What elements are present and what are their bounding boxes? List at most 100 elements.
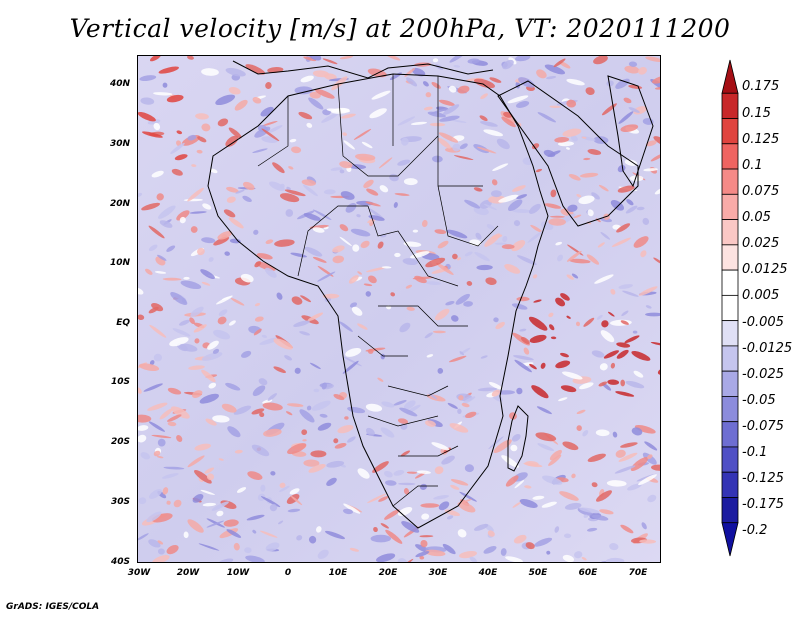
- velocity-cell: [566, 315, 571, 319]
- velocity-cell: [555, 360, 571, 369]
- velocity-cell: [148, 539, 161, 548]
- velocity-cell: [378, 496, 389, 502]
- colorbar-cell: [721, 522, 739, 557]
- velocity-cell: [645, 305, 652, 309]
- velocity-cell: [516, 387, 523, 395]
- velocity-cell: [339, 169, 345, 174]
- velocity-cell: [138, 497, 147, 505]
- velocity-cell: [611, 237, 631, 247]
- velocity-cell: [615, 391, 635, 397]
- velocity-cell: [187, 134, 197, 141]
- velocity-cell: [596, 314, 603, 320]
- velocity-cell: [464, 464, 474, 473]
- lon-tick-label: 40E: [478, 568, 498, 578]
- velocity-cell: [254, 261, 262, 268]
- velocity-cell: [469, 556, 477, 562]
- velocity-cell: [308, 535, 317, 544]
- lon-tick-label: 10E: [328, 568, 348, 578]
- velocity-cell: [620, 442, 638, 448]
- velocity-cell: [252, 148, 268, 154]
- velocity-cell: [145, 268, 153, 275]
- velocity-cell: [260, 496, 281, 508]
- velocity-cell: [641, 522, 647, 530]
- velocity-cell: [549, 324, 555, 331]
- colorbar-cell: [721, 320, 739, 347]
- velocity-cell: [558, 397, 568, 402]
- colorbar-cell: [721, 244, 739, 271]
- velocity-cell: [638, 67, 647, 75]
- velocity-cell: [349, 302, 358, 308]
- velocity-cell: [467, 58, 480, 64]
- velocity-cell: [152, 555, 170, 562]
- velocity-cell: [251, 408, 265, 415]
- velocity-cell: [217, 230, 233, 240]
- velocity-cell: [371, 90, 391, 100]
- velocity-cell: [377, 377, 384, 382]
- velocity-cell: [574, 551, 583, 559]
- lon-tick-label: 30E: [428, 568, 448, 578]
- velocity-cell: [194, 338, 200, 344]
- velocity-cell: [194, 469, 212, 484]
- velocity-cell: [285, 411, 293, 416]
- colorbar-cell: [721, 497, 739, 524]
- colorbar-cell: [721, 471, 739, 498]
- velocity-cell: [486, 224, 495, 230]
- velocity-cell: [633, 370, 644, 378]
- velocity-cell: [189, 211, 207, 214]
- colorbar-label: 0.175: [742, 79, 780, 94]
- velocity-cell: [437, 368, 444, 374]
- velocity-cell: [487, 530, 495, 537]
- lat-tick-label: 40N: [109, 79, 130, 89]
- colorbar-cell: [721, 59, 739, 94]
- velocity-cell: [441, 455, 455, 465]
- velocity-cell: [601, 320, 609, 328]
- velocity-cell: [458, 501, 476, 513]
- velocity-cell: [259, 530, 278, 538]
- velocity-cell: [200, 489, 215, 495]
- velocity-cell: [138, 314, 145, 321]
- velocity-cell: [610, 288, 616, 295]
- velocity-cell: [474, 78, 495, 89]
- velocity-cell: [530, 224, 543, 233]
- velocity-cell: [512, 209, 531, 213]
- velocity-cell: [638, 474, 657, 486]
- velocity-cell: [291, 296, 303, 305]
- velocity-cell: [430, 108, 448, 115]
- velocity-cell: [263, 428, 282, 437]
- velocity-cell: [516, 296, 530, 302]
- velocity-cell: [194, 443, 211, 451]
- velocity-cell: [527, 230, 544, 243]
- velocity-cell: [406, 77, 418, 87]
- velocity-cell: [308, 97, 324, 110]
- velocity-cell: [202, 502, 217, 507]
- velocity-cell: [534, 537, 553, 547]
- velocity-cell: [523, 347, 530, 355]
- velocity-cell: [260, 484, 266, 492]
- velocity-cell: [206, 473, 215, 481]
- velocity-cell: [267, 393, 277, 401]
- velocity-cell: [157, 548, 165, 555]
- velocity-cell: [139, 75, 157, 82]
- velocity-cell: [141, 202, 161, 211]
- velocity-cell: [606, 480, 627, 487]
- velocity-cell: [628, 61, 638, 67]
- velocity-cell: [289, 138, 297, 143]
- velocity-cell: [269, 181, 285, 191]
- velocity-cell: [620, 379, 626, 387]
- velocity-cell: [425, 92, 432, 98]
- velocity-cell: [166, 500, 171, 505]
- velocity-cell: [578, 195, 595, 205]
- velocity-cell: [138, 387, 142, 394]
- velocity-cell: [562, 371, 583, 380]
- velocity-cell: [390, 292, 396, 297]
- velocity-cell: [483, 546, 497, 554]
- velocity-cell: [559, 491, 579, 501]
- velocity-cell: [213, 236, 230, 246]
- colorbar-cell: [721, 118, 739, 145]
- velocity-cell: [402, 258, 419, 266]
- velocity-cell: [208, 382, 217, 389]
- velocity-cell: [520, 336, 530, 345]
- lon-tick-label: 20E: [378, 568, 398, 578]
- velocity-cell: [498, 194, 519, 203]
- velocity-cell: [322, 293, 340, 299]
